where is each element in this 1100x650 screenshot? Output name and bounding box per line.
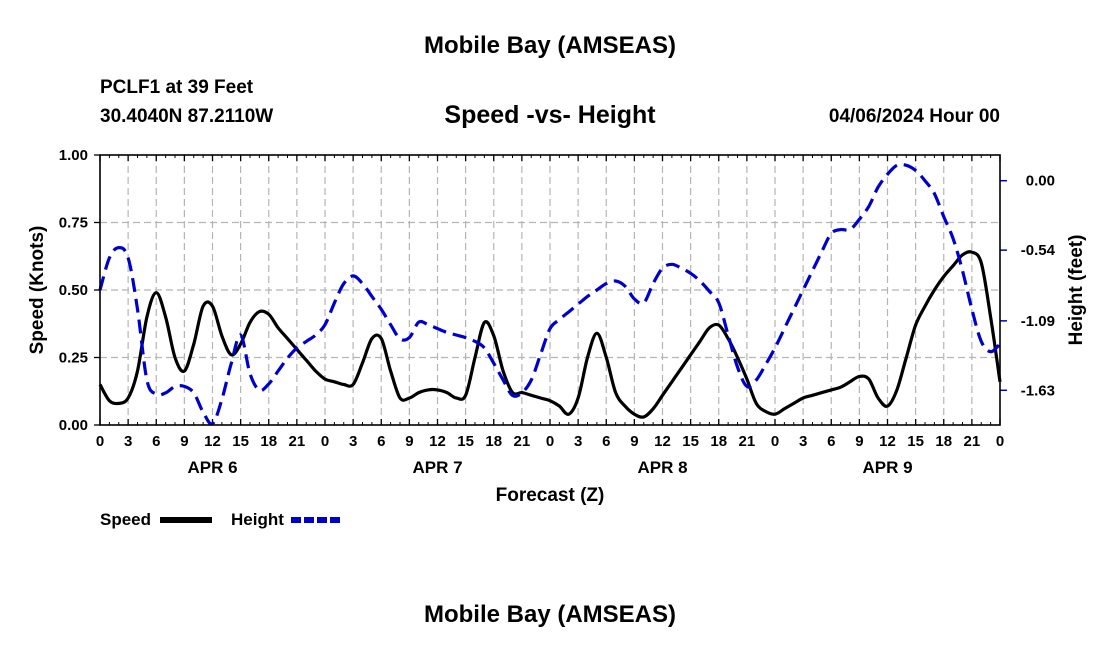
x-day-label: APR 8 [637, 458, 687, 477]
chart-subtitle: Speed -vs- Height [444, 101, 656, 129]
x-tick-label: 12 [204, 433, 221, 450]
x-day-label: APR 9 [862, 458, 912, 477]
x-tick-label: 6 [827, 433, 835, 450]
x-tick-label: 6 [152, 433, 160, 450]
y-right-tick-label: 0.00 [1026, 173, 1055, 190]
x-tick-label: 12 [654, 433, 671, 450]
y-axis-label-right: Height (feet) [1066, 235, 1087, 346]
x-tick-label: 15 [457, 433, 474, 450]
x-tick-label: 9 [630, 433, 638, 450]
x-tick-label: 0 [96, 433, 104, 450]
y-left-tick-label: 0.50 [59, 282, 88, 299]
x-tick-label: 12 [429, 433, 446, 450]
x-tick-label: 6 [602, 433, 610, 450]
x-tick-label: 15 [907, 433, 924, 450]
chart-title: Mobile Bay (AMSEAS) [423, 32, 677, 59]
x-day-label: APR 7 [412, 458, 462, 477]
y-axis-label-left: Speed (Knots) [27, 226, 48, 355]
y-left-tick-label: 0.25 [59, 350, 88, 367]
series-line-height [98, 162, 1002, 426]
plot-frame [99, 154, 1001, 426]
forecast-datetime: 04/06/2024 Hour 00 [828, 106, 1000, 127]
x-tick-label: 18 [935, 433, 952, 450]
station-coords: 30.4040N 87.2110W [100, 106, 274, 127]
y-right-tick-label: -1.09 [1021, 313, 1055, 330]
y-left-tick-label: 1.00 [59, 147, 88, 164]
x-tick-label: 0 [771, 433, 779, 450]
x-tick-label: 21 [739, 433, 756, 450]
y-right-tick-label: -1.63 [1021, 382, 1055, 399]
x-tick-label: 21 [964, 433, 981, 450]
y-left-tick-label: 0.75 [59, 215, 88, 232]
x-tick-label: 18 [710, 433, 727, 450]
x-tick-label: 12 [879, 433, 896, 450]
x-tick-label: 3 [799, 433, 807, 450]
x-tick-label: 0 [546, 433, 554, 450]
x-day-label: APR 6 [187, 458, 237, 477]
x-tick-label: 18 [485, 433, 502, 450]
series-line-speed [98, 250, 1002, 419]
x-tick-label: 0 [996, 433, 1004, 450]
x-tick-label: 18 [260, 433, 277, 450]
station-name: PCLF1 at 39 Feet [100, 77, 254, 98]
legend-height-label: Height [231, 510, 284, 529]
y-left-tick-label: 0.00 [59, 417, 88, 434]
x-tick-label: 21 [514, 433, 531, 450]
x-tick-label: 15 [682, 433, 699, 450]
x-tick-label: 9 [180, 433, 188, 450]
x-tick-label: 3 [574, 433, 582, 450]
x-tick-label: 0 [321, 433, 329, 450]
x-tick-label: 9 [405, 433, 413, 450]
footer-title: Mobile Bay (AMSEAS) [423, 601, 677, 628]
x-tick-label: 6 [377, 433, 385, 450]
x-tick-label: 9 [855, 433, 863, 450]
x-tick-label: 3 [349, 433, 357, 450]
y-right-tick-label: -0.54 [1021, 242, 1056, 259]
legend-speed-label: Speed [100, 510, 152, 529]
x-tick-label: 15 [232, 433, 249, 450]
x-tick-label: 3 [124, 433, 132, 450]
x-axis-label: Forecast (Z) [496, 485, 605, 506]
x-tick-label: 21 [289, 433, 306, 450]
